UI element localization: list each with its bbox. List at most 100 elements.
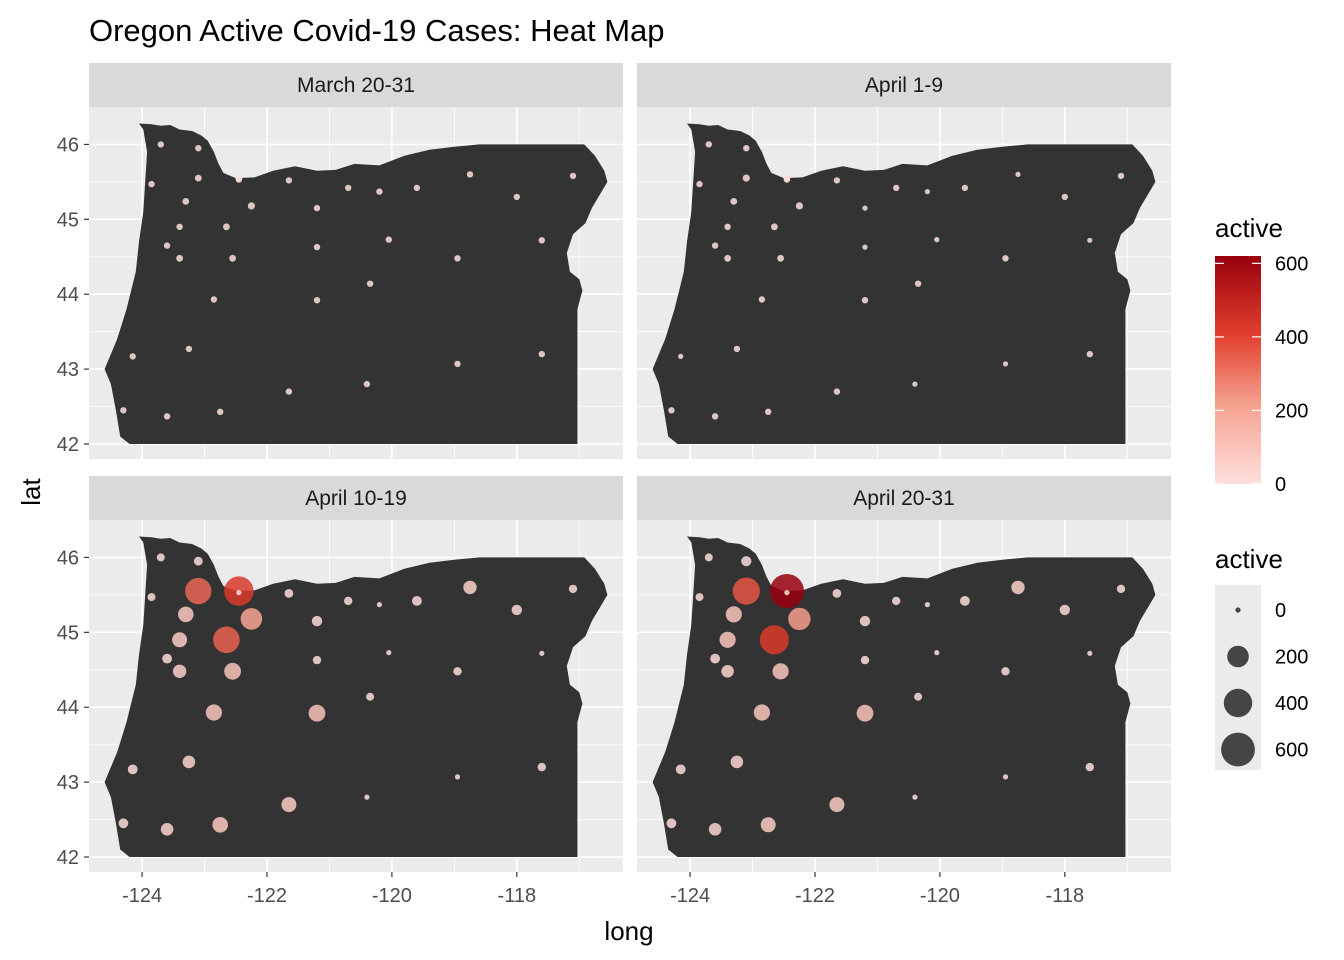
facet-strip-label: April 20-31 [853,487,955,510]
county-point [710,653,720,664]
county-point [721,665,734,678]
county-point [742,174,750,182]
county-point [229,254,237,262]
size-legend-key [1227,645,1249,668]
county-point [914,280,922,287]
facet-strip-label: March 20-31 [297,74,415,97]
county-point [235,176,243,183]
county-point [285,177,293,184]
color-legend-bar [1215,256,1261,484]
county-point [961,184,969,192]
size-legend-key [1223,688,1253,718]
county-point [156,553,165,562]
county-point [924,189,931,195]
county-point [236,590,242,596]
county-point [743,145,750,152]
county-point [285,388,293,395]
county-point [1061,193,1069,201]
chart-title: Oregon Active Covid-19 Cases: Heat Map [89,13,665,48]
county-point [363,380,371,388]
county-point [127,764,138,775]
county-point [308,704,326,722]
county-point [223,223,230,231]
county-point [788,607,811,631]
county-point [833,177,841,184]
county-point [312,655,322,665]
county-point [893,184,900,192]
county-point [833,388,841,395]
county-point [772,663,789,680]
county-point [1116,584,1126,594]
county-point [463,580,477,595]
county-point [732,577,760,605]
color-legend-label: 200 [1275,400,1308,422]
county-point [730,755,744,769]
county-point [240,608,263,630]
county-point [730,198,738,205]
county-point [1085,762,1095,772]
county-point [856,704,874,722]
county-point [344,596,353,606]
x-tick-label: -120 [372,885,412,907]
county-point [1087,650,1093,656]
x-tick-label: -122 [795,885,835,907]
x-tick-label: -122 [247,885,287,907]
county-point [217,408,224,415]
county-point [777,254,784,262]
county-point [386,650,392,656]
color-legend-label: 400 [1275,327,1308,349]
facet-panel: March 20-31 [89,63,623,459]
county-point [345,184,352,192]
county-point [829,797,845,813]
county-point [568,584,578,594]
county-point [678,353,684,359]
county-point [1117,172,1125,180]
county-point [1087,237,1093,243]
oregon-state-shape [104,123,608,444]
y-tick-label: 46 [57,547,79,569]
county-point [725,606,742,623]
county-point [178,606,194,623]
x-axis-title: long [604,916,653,946]
county-point [120,407,127,414]
county-point [912,381,918,387]
size-legend: active 0 200 400 600 [1215,544,1308,770]
county-point [212,817,228,833]
county-point [914,692,923,701]
facet-strip [89,63,623,107]
county-point [454,774,461,780]
county-point [172,664,187,678]
county-point [364,794,370,800]
county-point [859,615,871,627]
county-point [860,655,870,665]
y-tick-label: 44 [57,697,79,719]
county-point [185,577,212,605]
county-point [892,596,901,606]
county-point [182,198,190,205]
county-point [695,593,704,602]
county-point [185,345,193,353]
county-point [176,223,183,230]
size-legend-label: 400 [1275,693,1308,715]
size-legend-key [1221,732,1255,767]
county-point [832,589,842,598]
oregon-state-shape [104,536,608,857]
county-point [147,593,156,602]
county-point [511,604,522,616]
size-legend-key [1235,607,1241,613]
county-point [157,141,164,148]
county-point [385,236,392,243]
x-tick-label: -118 [1046,885,1085,907]
county-point [705,141,712,148]
county-point [666,818,677,829]
county-point [758,296,766,303]
y-tick-label: 45 [57,209,79,231]
county-point [753,704,771,721]
y-tick-label: 45 [57,622,79,644]
facet-strip [89,476,623,520]
county-point [783,176,791,183]
county-point [148,180,155,188]
county-point [862,244,868,250]
county-point [366,692,375,701]
